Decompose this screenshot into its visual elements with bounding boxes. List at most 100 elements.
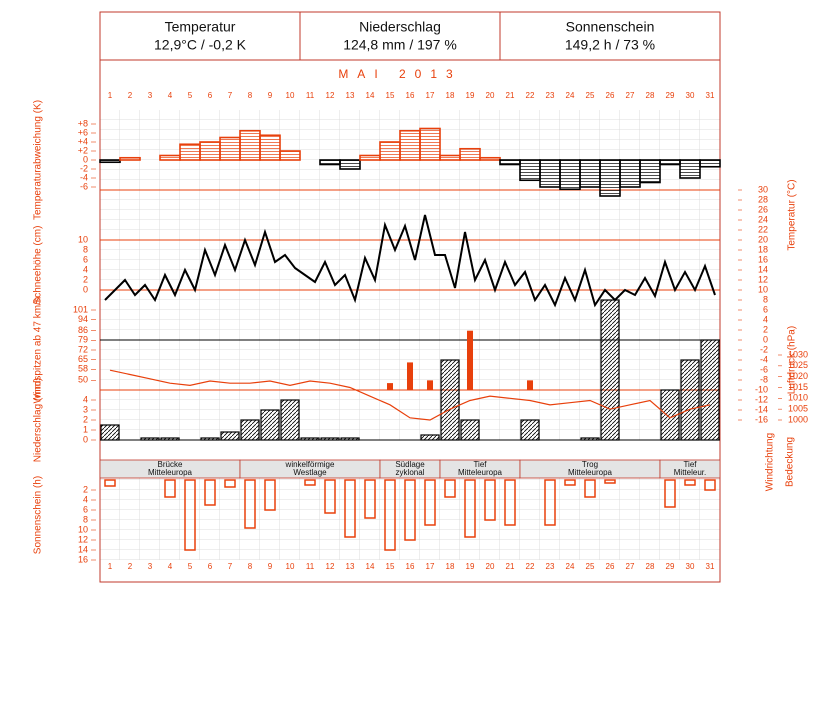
precip-bar [660, 389, 680, 441]
deviation-bar [119, 156, 141, 161]
y-tick-label: 18 [758, 244, 768, 254]
deviation-bar [279, 150, 301, 161]
day-label: 10 [286, 91, 295, 100]
precip-bar [460, 419, 480, 441]
deviation-bar [539, 159, 561, 188]
day-label: 15 [386, 91, 395, 100]
y-tick-label: 94 [78, 314, 88, 324]
y-tick-label: -12 [755, 394, 768, 404]
sunshine-bar [364, 479, 376, 519]
precip-bar [700, 339, 720, 441]
y-tick-label: 10 [78, 524, 88, 534]
axis-label: Temperatur (°C) [787, 179, 798, 250]
y-tick-label: 1020 [788, 371, 808, 381]
gust-bar [527, 380, 533, 390]
y-tick-label: 4 [763, 314, 768, 324]
day-label: 18 [446, 562, 455, 571]
y-tick-label: 4 [83, 264, 88, 274]
y-tick-label: 10 [78, 234, 88, 244]
deviation-bar [199, 141, 221, 161]
y-tick-label: -8 [760, 374, 768, 384]
deviation-bar [679, 159, 701, 179]
frame [99, 11, 721, 583]
y-tick-label: 16 [758, 254, 768, 264]
day-label: 26 [606, 562, 615, 571]
deviation-bar [519, 159, 541, 182]
day-label: 20 [486, 562, 495, 571]
y-tick-label: -2 [760, 344, 768, 354]
paper-grid [100, 478, 720, 560]
weather-type-label: Tief [683, 460, 697, 469]
deviation-bar [599, 159, 621, 197]
sunshine-bar [104, 479, 116, 487]
day-label: 22 [526, 562, 535, 571]
y-tick-label: 12 [758, 274, 768, 284]
axis-label: Sonnenschein (h) [33, 476, 44, 554]
sunshine-bar [164, 479, 176, 498]
y-tick-label: 10 [758, 284, 768, 294]
y-tick-label: 14 [758, 264, 768, 274]
y-tick-label: 1000 [788, 414, 808, 424]
weather-type-label: Tief [473, 460, 487, 469]
day-label: 26 [606, 91, 615, 100]
deviation-bar [339, 159, 361, 170]
y-tick-label: 8 [83, 514, 88, 524]
y-tick-label: -6 [80, 181, 88, 191]
deviation-bar [239, 129, 261, 161]
day-label: 18 [446, 91, 455, 100]
axis-label: Schneehöhe (cm) [33, 226, 44, 305]
data-line [109, 369, 711, 421]
y-tick-label: +2 [78, 145, 88, 155]
y-tick-label: 20 [758, 234, 768, 244]
day-label: 14 [366, 562, 375, 571]
y-tick-label: 26 [758, 204, 768, 214]
sunshine-bar [664, 479, 676, 508]
day-label: 25 [586, 562, 595, 571]
y-tick-label: 14 [78, 544, 88, 554]
deviation-bar [479, 156, 501, 161]
day-label: 21 [506, 91, 515, 100]
deviation-bar [419, 127, 441, 161]
precip-bar [320, 437, 340, 441]
y-tick-label: 6 [763, 304, 768, 314]
deviation-bar [639, 159, 661, 184]
day-label: 8 [248, 91, 253, 100]
deviation-bar [659, 159, 681, 166]
sunshine-bar [404, 479, 416, 541]
weather-type-label: Mitteleuropa [148, 468, 193, 477]
precip-bar [240, 419, 260, 441]
day-label: 1 [108, 91, 113, 100]
deviation-bar [179, 143, 201, 161]
gust-bar [407, 362, 413, 390]
y-tick-label: 1010 [788, 393, 808, 403]
weather-type-label: Mitteleur. [674, 468, 706, 477]
sunshine-bar [484, 479, 496, 521]
precip-bar [600, 299, 620, 441]
precip-bar [420, 434, 440, 441]
y-tick-label: 12 [78, 534, 88, 544]
y-tick-label: 30 [758, 184, 768, 194]
y-tick-label: +6 [78, 127, 88, 137]
header-value: 149,2 h / 73 % [565, 37, 655, 53]
deviation-bar [319, 159, 341, 166]
weather-type-label: Südlage [395, 460, 425, 469]
header-value: 124,8 mm / 197 % [343, 37, 457, 53]
month-title: MAI 2013 [338, 67, 461, 81]
y-tick-label: -6 [760, 364, 768, 374]
header-title: Temperatur [165, 19, 236, 35]
deviation-bar [359, 154, 381, 161]
y-tick-label: 2 [83, 414, 88, 424]
deviation-bar [559, 159, 581, 191]
y-tick-label: +4 [78, 136, 88, 146]
y-tick-label: 2 [763, 324, 768, 334]
precip-bar [220, 431, 240, 441]
day-label: 3 [148, 562, 153, 571]
day-label: 2 [128, 91, 133, 100]
precip-bar [340, 437, 360, 441]
y-tick-label: 0 [763, 334, 768, 344]
day-label: 29 [666, 91, 675, 100]
day-label: 4 [168, 562, 173, 571]
sunshine-bar [564, 479, 576, 486]
y-tick-label: 101 [73, 304, 88, 314]
